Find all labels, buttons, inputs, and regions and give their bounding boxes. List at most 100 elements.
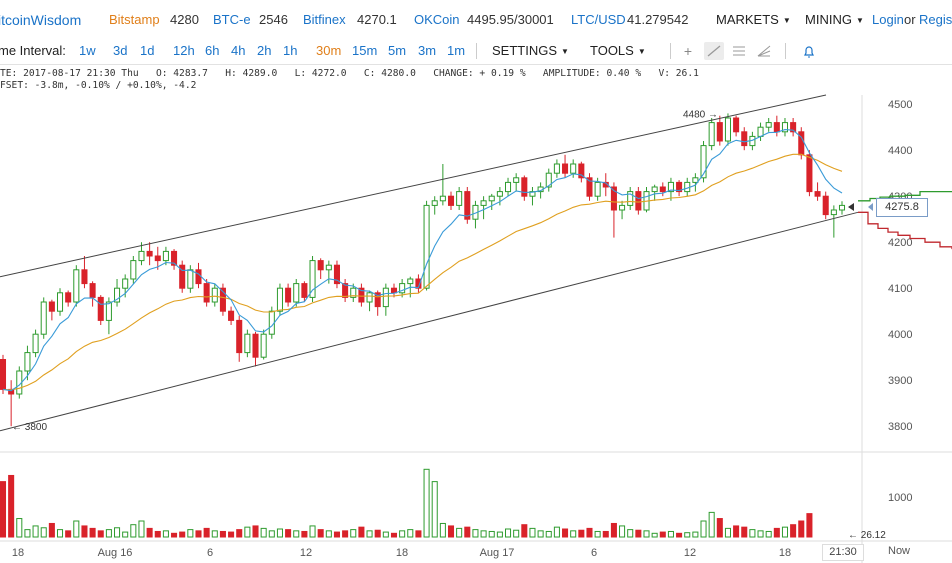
interval-1m[interactable]: 1m [447,43,466,58]
interval-6h[interactable]: 6h [205,43,220,58]
divider [785,43,786,59]
volume-bar [578,529,585,538]
interval-4h[interactable]: 4h [231,43,246,58]
interval-1w[interactable]: 1w [79,43,96,58]
market-btce[interactable]: BTC-e [213,12,251,27]
candle-down [586,177,593,197]
candle-down [374,292,381,308]
last-price-marker [848,203,854,211]
parallel-lines-icon[interactable] [729,42,749,60]
tools-label: TOOLS [590,43,634,58]
candle-up [700,145,707,179]
interval-12h[interactable]: 12h [173,43,195,58]
candle-up [619,204,626,211]
candle-up [325,264,332,271]
interval-30m[interactable]: 30m [316,43,342,58]
volume-bar [171,532,178,538]
y-tick-label: 3800 [888,421,912,433]
volume-bar [162,530,169,538]
tools-menu[interactable]: TOOLS ▼ [590,43,646,58]
candle-down [676,181,683,193]
candle-up [651,186,658,193]
volume-bar [798,520,805,538]
volume-bar [439,522,446,538]
candle-down [285,287,292,303]
time-interval-label: me Interval: [0,43,66,58]
volume-bar [16,518,23,538]
y-tick-label: 3900 [888,375,912,387]
candle-up [105,301,112,321]
market-bitstamp[interactable]: Bitstamp [109,12,160,27]
interval-3m[interactable]: 3m [418,43,437,58]
volume-bar [545,530,552,538]
chevron-down-icon: ▼ [561,47,569,56]
candle-up [32,333,39,354]
volume-bar [56,529,64,538]
candle-down [203,283,210,303]
cursor-time-label: 21:30 [822,544,864,561]
site-logo[interactable]: itcoinWisdom [0,12,82,28]
market-btce-price: 2546 [259,12,288,27]
volume-bar [268,530,275,538]
x-tick-label: 18 [779,547,791,559]
interval-1h[interactable]: 1h [283,43,298,58]
interval-1d[interactable]: 1d [140,43,155,58]
register-link[interactable]: Regist [919,12,952,27]
login-link[interactable]: Login [872,12,904,27]
market-bitfinex[interactable]: Bitfinex [303,12,346,27]
settings-label: SETTINGS [492,43,558,58]
candle-up [553,163,560,174]
settings-menu[interactable]: SETTINGS ▼ [492,43,569,58]
offset-info: FSET: -3.8m, -0.10% / +0.10%, -4.2 [0,80,197,91]
interval-15m[interactable]: 15m [352,43,378,58]
high-annotation: 4480 → [683,109,718,120]
volume-bar [456,527,463,538]
volume-bar [122,531,129,538]
now-label: Now [888,545,911,557]
candle-up [309,260,316,298]
volume-bar [537,530,544,538]
candle-up [399,283,406,294]
candle-up [505,181,512,193]
volume-bar [8,474,15,538]
volume-bar [529,527,536,538]
mining-menu-label: MINING [805,12,852,27]
x-tick-label: 18 [396,547,408,559]
volume-bar [97,530,104,538]
market-bitfinex-price: 4270.1 [357,12,397,27]
candle-up [708,122,715,147]
candle-up [138,250,145,262]
candle-up [456,191,463,206]
candle-down [171,250,178,266]
line-draw-icon[interactable] [704,42,724,60]
candle-down [659,186,666,193]
candle-up [382,287,389,308]
x-tick-label: 6 [591,547,597,559]
volume-bar [219,530,226,538]
volume-bar [350,529,357,538]
alert-bell-icon[interactable] [799,42,819,60]
markets-menu[interactable]: MARKETS ▼ [716,12,791,27]
market-okcoin[interactable]: OKCoin [414,12,460,27]
candle-up [423,204,430,289]
candle-up [830,209,837,216]
volume-bar [423,468,430,538]
candle-up [627,191,634,206]
interval-2h[interactable]: 2h [257,43,272,58]
market-ltcusd[interactable]: LTC/USD [571,12,626,27]
mining-menu[interactable]: MINING ▼ [805,12,864,27]
volume-bar [24,529,31,538]
volume-bar [781,526,789,538]
crosshair-icon[interactable]: + [683,43,693,59]
interval-5m[interactable]: 5m [388,43,407,58]
price-pointer [868,203,873,211]
volume-bar [0,481,7,538]
volume-bar [651,532,658,538]
fib-fan-icon[interactable] [754,42,774,60]
candle-up [765,122,772,128]
interval-3d[interactable]: 3d [113,43,128,58]
volume-bar [105,529,112,538]
volume-bar [399,530,406,538]
candle-down [415,278,422,289]
